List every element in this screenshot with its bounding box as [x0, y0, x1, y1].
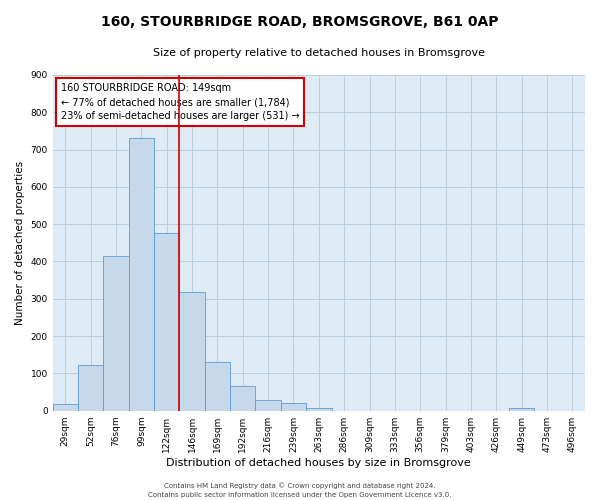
Bar — [509, 408, 535, 410]
Text: 160 STOURBRIDGE ROAD: 149sqm
← 77% of detached houses are smaller (1,784)
23% of: 160 STOURBRIDGE ROAD: 149sqm ← 77% of de… — [61, 84, 299, 122]
Bar — [306, 408, 332, 410]
Bar — [230, 386, 256, 410]
X-axis label: Distribution of detached houses by size in Bromsgrove: Distribution of detached houses by size … — [166, 458, 471, 468]
Bar — [53, 404, 78, 410]
Bar — [281, 402, 306, 410]
Bar — [129, 138, 154, 410]
Text: Contains HM Land Registry data © Crown copyright and database right 2024.: Contains HM Land Registry data © Crown c… — [164, 482, 436, 489]
Bar — [78, 365, 103, 410]
Bar — [205, 362, 230, 410]
Text: Contains public sector information licensed under the Open Government Licence v3: Contains public sector information licen… — [148, 492, 452, 498]
Text: 160, STOURBRIDGE ROAD, BROMSGROVE, B61 0AP: 160, STOURBRIDGE ROAD, BROMSGROVE, B61 0… — [101, 15, 499, 29]
Bar — [103, 256, 129, 410]
Bar — [154, 234, 179, 410]
Bar — [256, 400, 281, 410]
Y-axis label: Number of detached properties: Number of detached properties — [15, 161, 25, 325]
Title: Size of property relative to detached houses in Bromsgrove: Size of property relative to detached ho… — [153, 48, 485, 58]
Bar — [179, 292, 205, 410]
